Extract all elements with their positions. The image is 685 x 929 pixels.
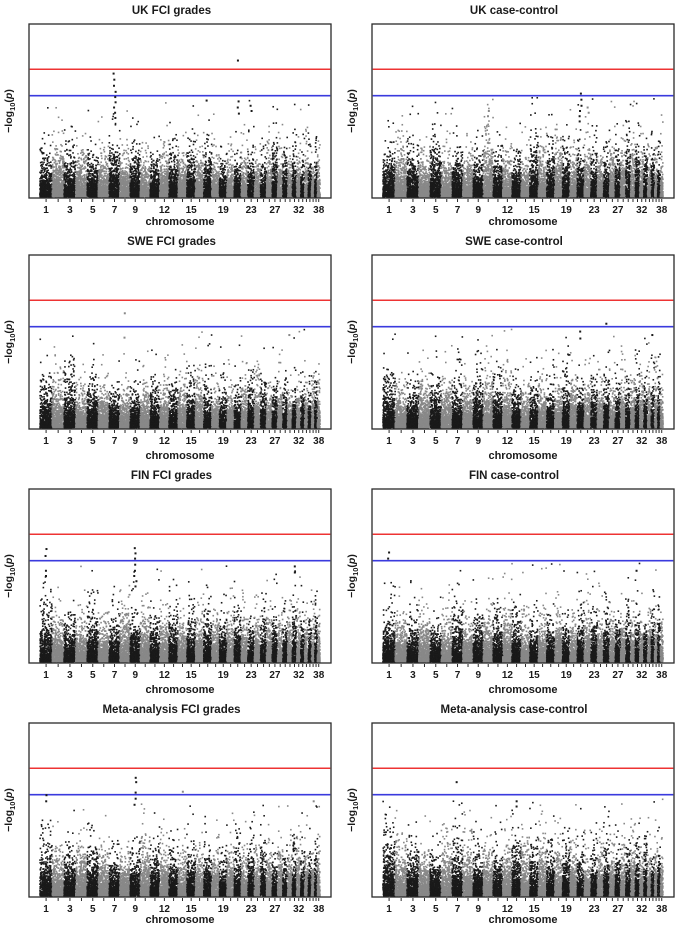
panel-meta-fci-grades: Meta-analysis FCI grades −log10(p) chrom… [0, 699, 343, 929]
panel-uk-case-control: UK case-control −log10(p) chromosome [343, 0, 685, 231]
y-axis-label: −log10(p) [3, 788, 18, 832]
x-axis-label: chromosome [145, 914, 215, 926]
manhattan-plot-canvas [0, 20, 342, 218]
x-axis-label: chromosome [145, 450, 215, 462]
panel-title: UK FCI grades [131, 5, 212, 17]
panel-meta-case-control: Meta-analysis case-control −log10(p) chr… [343, 699, 685, 929]
manhattan-plot-canvas [343, 719, 685, 917]
panel-title: FIN FCI grades [130, 470, 213, 482]
x-axis-label: chromosome [488, 914, 558, 926]
manhattan-plot-canvas [0, 719, 342, 917]
panel-title: FIN case-control [468, 470, 560, 482]
panel-swe-fci-grades: SWE FCI grades −log10(p) chromosome [0, 231, 343, 465]
panel-title: Meta-analysis FCI grades [102, 704, 241, 716]
x-axis-label: chromosome [145, 684, 215, 696]
panel-swe-case-control: SWE case-control −log10(p) chromosome [343, 231, 685, 465]
manhattan-plot-canvas [343, 485, 685, 683]
manhattan-plot-canvas [0, 251, 342, 449]
y-axis-label: −log10(p) [346, 320, 361, 364]
x-axis-label: chromosome [145, 216, 215, 228]
y-axis-label: −log10(p) [3, 554, 18, 598]
x-axis-label: chromosome [488, 684, 558, 696]
x-axis-label: chromosome [488, 450, 558, 462]
panel-title: UK case-control [469, 5, 559, 17]
y-axis-label: −log10(p) [3, 320, 18, 364]
y-axis-label: −log10(p) [346, 788, 361, 832]
x-axis-label: chromosome [488, 216, 558, 228]
y-axis-label: −log10(p) [346, 89, 361, 133]
manhattan-plot-canvas [343, 251, 685, 449]
manhattan-plot-canvas [0, 485, 342, 683]
panel-title: SWE FCI grades [127, 236, 216, 248]
y-axis-label: −log10(p) [3, 89, 18, 133]
panel-title: SWE case-control [465, 236, 563, 248]
panel-fin-case-control: FIN case-control −log10(p) chromosome [343, 465, 685, 699]
panel-uk-fci-grades: UK FCI grades −log10(p) chromosome [0, 0, 343, 231]
manhattan-plot-canvas [343, 20, 685, 218]
panel-title: Meta-analysis case-control [440, 704, 588, 716]
panel-fin-fci-grades: FIN FCI grades −log10(p) chromosome [0, 465, 343, 699]
y-axis-label: −log10(p) [346, 554, 361, 598]
